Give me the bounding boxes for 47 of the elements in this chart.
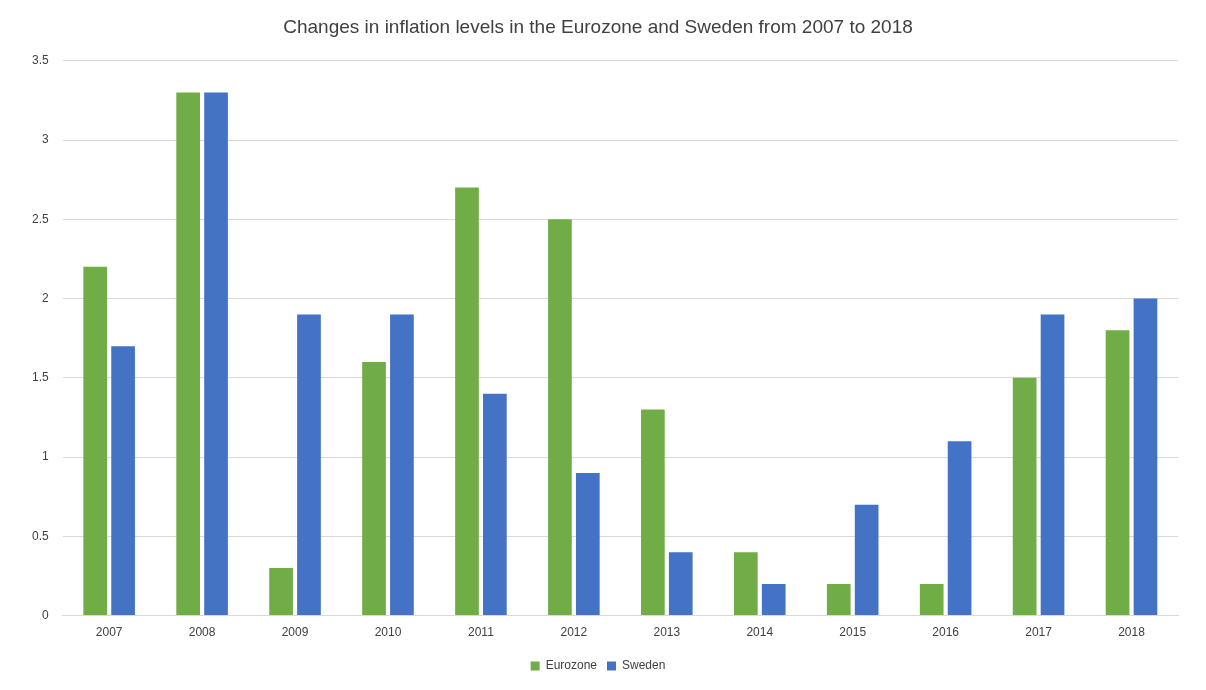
bar — [947, 441, 972, 616]
bar — [111, 346, 135, 616]
x-tick-label: 2011 — [468, 625, 495, 640]
y-tick-label: 3 — [41, 132, 49, 147]
bar — [176, 92, 201, 616]
bar — [641, 409, 665, 616]
bar — [668, 552, 693, 616]
bar — [761, 583, 786, 616]
bar — [269, 568, 293, 616]
bar — [1040, 314, 1065, 616]
bar — [1133, 298, 1158, 616]
x-tick-label: 2014 — [746, 625, 774, 640]
bar — [826, 583, 851, 616]
x-tick-label: 2007 — [95, 625, 123, 640]
chart-title: Changes in inflation levels in the Eurozone and Sweden from 2007 to 2018 — [283, 15, 913, 37]
x-tick-label: 2010 — [374, 625, 402, 640]
x-tick-label: 2015 — [839, 625, 867, 640]
bar — [297, 314, 321, 616]
y-tick-label: 0 — [41, 607, 49, 622]
bar — [1105, 330, 1130, 616]
x-tick-label: 2012 — [560, 625, 588, 640]
x-tick-label: 2017 — [1025, 625, 1053, 640]
x-tick-label: 2013 — [653, 625, 681, 640]
legend-label: Eurozone — [545, 658, 598, 673]
x-tick-label: 2009 — [281, 625, 309, 640]
y-tick-label: 1.5 — [31, 370, 49, 385]
x-tick-label: 2016 — [932, 625, 960, 640]
x-tick-label: 2018 — [1118, 625, 1146, 640]
bar — [1012, 377, 1037, 616]
bar — [733, 552, 758, 616]
y-tick-label: 3.5 — [31, 53, 49, 68]
x-tick-label: 2008 — [188, 625, 216, 640]
bar — [919, 583, 944, 616]
bar — [390, 314, 414, 616]
bar — [455, 187, 479, 616]
bar — [362, 361, 386, 616]
bar — [204, 92, 228, 616]
bar — [83, 266, 108, 616]
bar — [483, 393, 507, 616]
bar — [548, 219, 572, 616]
y-tick-label: 2.5 — [31, 211, 49, 226]
bar — [854, 504, 879, 616]
y-tick-label: 1 — [41, 449, 49, 464]
legend-label: Sweden — [622, 658, 666, 673]
y-tick-label: 0.5 — [31, 528, 49, 543]
y-tick-label: 2 — [41, 290, 49, 305]
bar — [575, 472, 600, 616]
